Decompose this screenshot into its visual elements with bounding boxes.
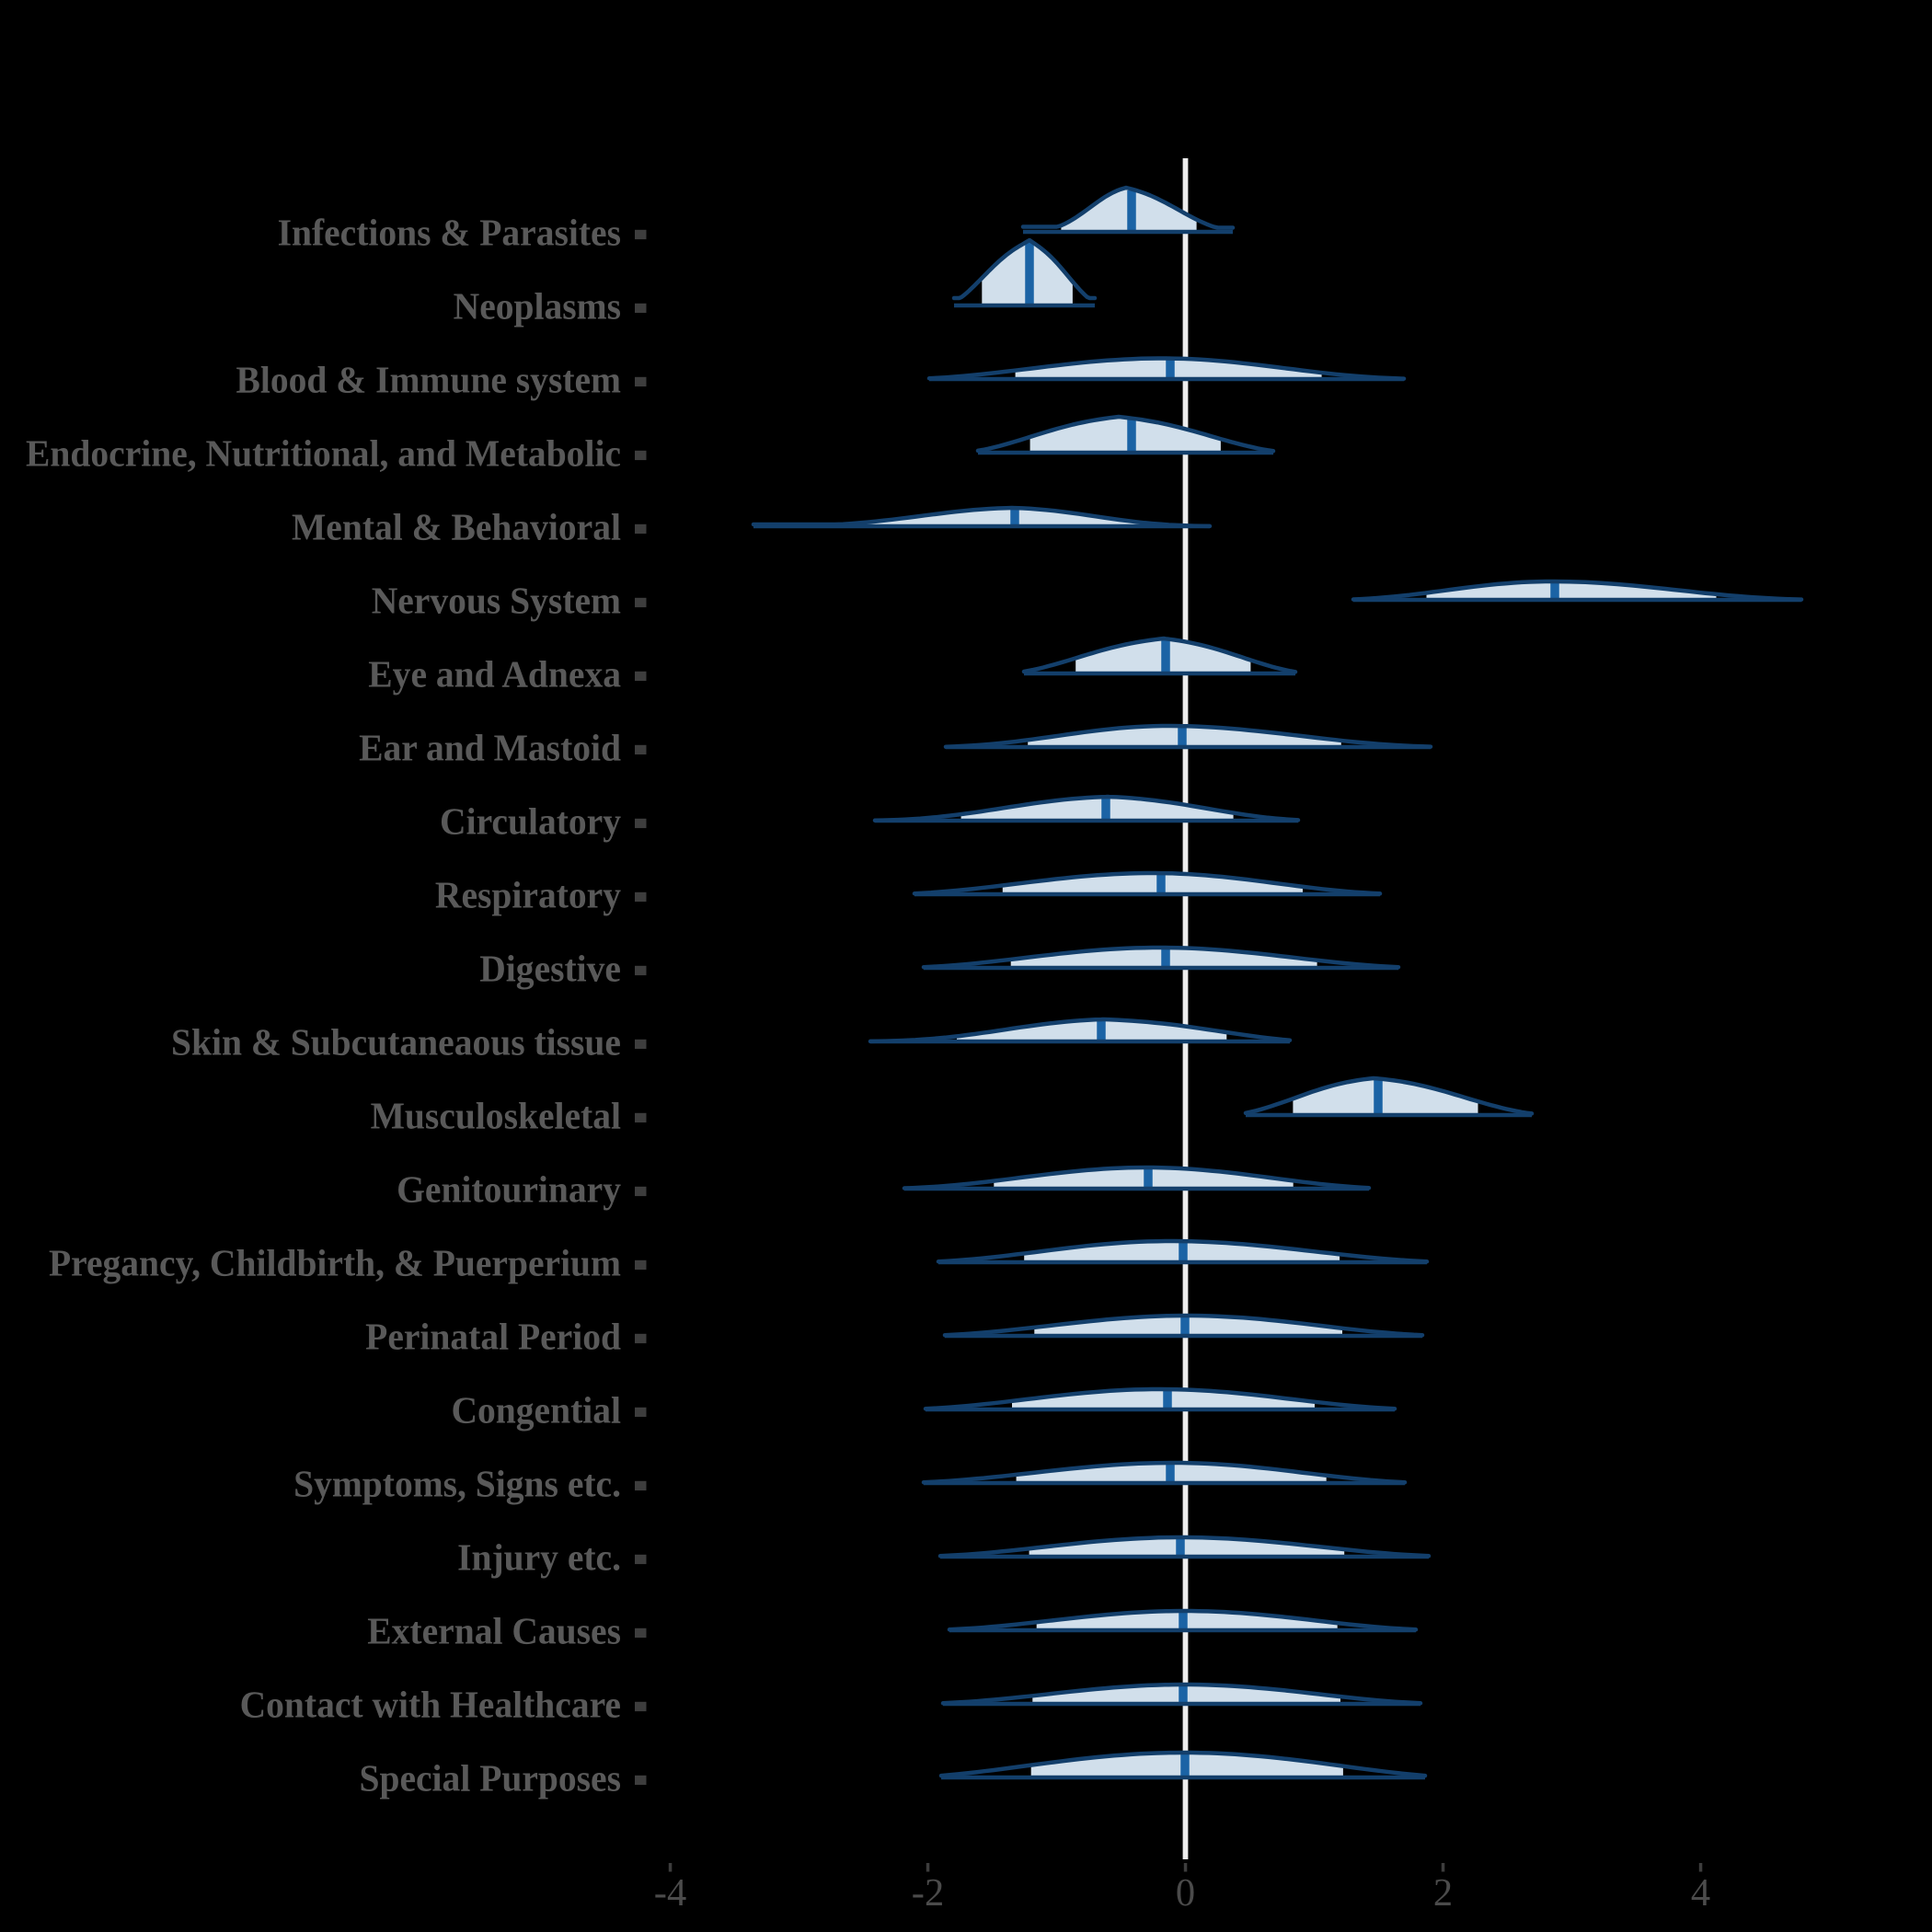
svg-text:Injury etc.: Injury etc. <box>457 1536 621 1579</box>
svg-text:2: 2 <box>1433 1871 1453 1915</box>
svg-text:Symptoms, Signs etc.: Symptoms, Signs etc. <box>293 1463 621 1505</box>
svg-text:Musculoskeletal: Musculoskeletal <box>371 1095 621 1137</box>
svg-text:Pregancy, Childbirth, & Puerpe: Pregancy, Childbirth, & Puerperium <box>49 1242 621 1284</box>
svg-text:Circulatory: Circulatory <box>440 800 621 843</box>
svg-text:Skin & Subcutaneaous tissue: Skin & Subcutaneaous tissue <box>171 1021 621 1064</box>
svg-text:Neoplasms: Neoplasms <box>454 285 621 328</box>
svg-text:Special Purposes: Special Purposes <box>359 1757 621 1800</box>
svg-text:-2: -2 <box>912 1871 944 1915</box>
svg-text:4: 4 <box>1691 1871 1710 1915</box>
svg-text:Respiratory: Respiratory <box>435 874 621 916</box>
svg-text:Eye and Adnexa: Eye and Adnexa <box>368 653 621 696</box>
svg-text:-4: -4 <box>654 1871 686 1915</box>
svg-text:Genitourinary: Genitourinary <box>397 1168 621 1211</box>
svg-text:Contact with Healthcare: Contact with Healthcare <box>240 1684 621 1726</box>
svg-text:Perinatal Period: Perinatal Period <box>365 1316 621 1358</box>
svg-text:0: 0 <box>1176 1871 1195 1915</box>
svg-text:Congential: Congential <box>451 1389 621 1432</box>
svg-text:Blood & Immune system: Blood & Immune system <box>236 359 621 401</box>
svg-text:Nervous System: Nervous System <box>372 580 621 622</box>
svg-text:Digestive: Digestive <box>479 948 621 990</box>
svg-text:Infections & Parasites: Infections & Parasites <box>278 212 621 254</box>
svg-text:Mental & Behavioral: Mental & Behavioral <box>292 506 621 548</box>
svg-text:External Causes: External Causes <box>367 1610 621 1652</box>
svg-text:Ear and Mastoid: Ear and Mastoid <box>359 727 621 769</box>
svg-text:Endocrine, Nutritional, and Me: Endocrine, Nutritional, and Metabolic <box>26 432 621 475</box>
